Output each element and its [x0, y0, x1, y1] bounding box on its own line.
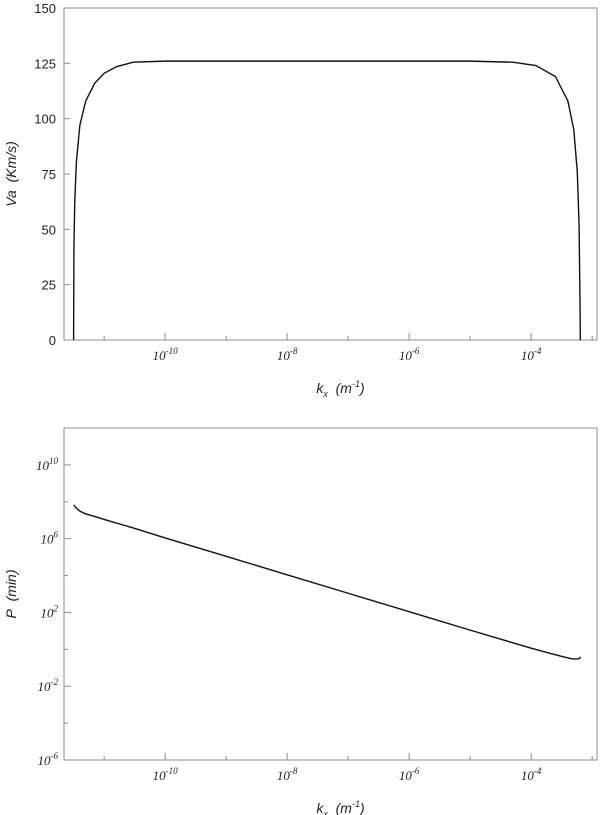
y-tick-label: 150 — [34, 1, 56, 16]
series-line — [73, 504, 582, 660]
x-tick-label: 10-4 — [521, 346, 542, 363]
plot-frame — [63, 7, 598, 341]
velocity-chart: 10-10 10-8 10-6 10-4 0 25 50 75 100 125 150 kx (m-1… — [3, 1, 598, 399]
x-axis-label: kx (m-1) — [316, 379, 364, 399]
y-axis-label: P (min) — [3, 570, 19, 619]
period-chart: 10-10 10-8 10-6 10-4 10-6 10-2 102 106 1010 kx (m… — [3, 427, 598, 815]
y-tick-label: 25 — [42, 278, 56, 293]
x-tick-label: 10-6 — [399, 346, 420, 363]
y-tick-label: 106 — [41, 530, 59, 547]
y-tick-label: 1010 — [36, 456, 59, 473]
y-tick-label: 50 — [42, 222, 56, 237]
x-axis-label: kx (m-1) — [316, 799, 364, 815]
y-tick-label: 102 — [41, 603, 59, 620]
x-tick-label: 10-10 — [153, 766, 178, 783]
x-tick-label: 10-4 — [521, 766, 542, 783]
x-tick-label: 10-8 — [277, 766, 298, 783]
x-tick-label: 10-8 — [277, 346, 298, 363]
y-tick-label: 10-2 — [38, 677, 59, 694]
x-tick-label: 10-6 — [399, 766, 420, 783]
y-tick-label: 75 — [42, 167, 56, 182]
y-tick-label: 125 — [34, 56, 56, 71]
series-line — [72, 60, 582, 341]
y-tick-label: 0 — [49, 333, 56, 348]
x-tick-label: 10-10 — [153, 346, 178, 363]
plot-frame — [63, 427, 598, 761]
y-axis-label: Va (Km/s) — [3, 141, 19, 207]
y-tick-label: 100 — [34, 112, 56, 127]
y-tick-label: 10-6 — [38, 751, 59, 768]
